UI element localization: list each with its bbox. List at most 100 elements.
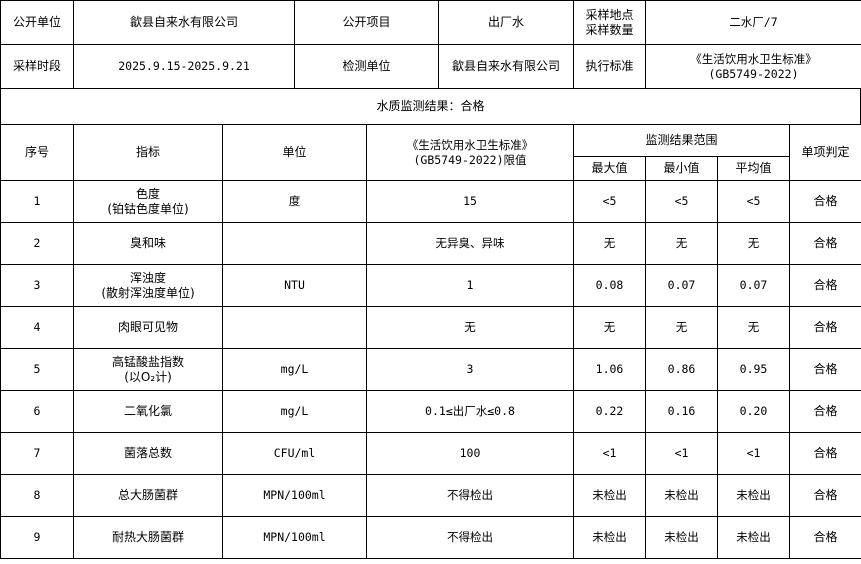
cell-min: <5 [645,180,718,223]
cell-indicator: 耐热大肠菌群 [73,516,223,559]
cell-unit: MPN/100ml [222,516,367,559]
cell-max: <5 [573,180,646,223]
cell-limit: 无异臭、异味 [366,222,574,265]
cell-seq: 1 [0,180,74,223]
table-row: 8 总大肠菌群 MPN/100ml 不得检出 未检出 未检出 未检出 合格 [0,474,861,517]
cell-unit: mg/L [222,348,367,391]
cell-min: <1 [645,432,718,475]
cell-avg: 0.20 [717,390,790,433]
cell-limit: 0.1≤出厂水≤0.8 [366,390,574,433]
value-publish-unit: 歙县自来水有限公司 [73,0,295,45]
result-table: 水质监测结果：合格 [0,88,861,125]
cell-seq: 4 [0,306,74,349]
cell-min: 无 [645,222,718,265]
cell-indicator: 肉眼可见物 [73,306,223,349]
cell-seq: 5 [0,348,74,391]
cell-limit: 1 [366,264,574,307]
header-limit: 《生活饮用水卫生标准》 (GB5749-2022)限值 [366,124,574,181]
table-row: 4 肉眼可见物无无无无合格 [0,306,861,349]
cell-unit [222,222,367,265]
cell-limit: 不得检出 [366,516,574,559]
cell-indicator: 二氧化氯 [73,390,223,433]
cell-judge: 合格 [789,390,861,433]
value-testing-unit: 歙县自来水有限公司 [438,44,574,89]
info-table: 公开单位 歙县自来水有限公司 公开项目 出厂水 采样地点 采样数量 二水厂/7 … [0,0,861,89]
cell-avg: 未检出 [717,474,790,517]
header-indicator: 指标 [73,124,223,181]
cell-max: 1.06 [573,348,646,391]
cell-indicator: 色度 (铂钴色度单位) [73,180,223,223]
cell-avg: 无 [717,222,790,265]
cell-judge: 合格 [789,222,861,265]
cell-min: 未检出 [645,474,718,517]
cell-limit: 3 [366,348,574,391]
cell-judge: 合格 [789,180,861,223]
cell-indicator: 高锰酸盐指数 (以O₂计) [73,348,223,391]
overall-result: 水质监测结果：合格 [0,88,861,125]
label-sampling-site: 采样地点 采样数量 [573,0,646,45]
cell-indicator: 总大肠菌群 [73,474,223,517]
cell-limit: 15 [366,180,574,223]
cell-seq: 6 [0,390,74,433]
cell-unit: 度 [222,180,367,223]
cell-max: 未检出 [573,474,646,517]
header-range: 监测结果范围 [573,124,790,157]
value-sampling-period: 2025.9.15-2025.9.21 [73,44,295,89]
cell-max: 无 [573,222,646,265]
cell-seq: 9 [0,516,74,559]
header-max: 最大值 [573,156,646,181]
cell-judge: 合格 [789,306,861,349]
cell-judge: 合格 [789,432,861,475]
table-row: 2 臭和味 无异臭、异味无无无合格 [0,222,861,265]
cell-judge: 合格 [789,264,861,307]
cell-seq: 7 [0,432,74,475]
header-min: 最小值 [645,156,718,181]
table-row: 5 高锰酸盐指数 (以O₂计) mg/L 3 1.06 0.86 0.95 合格 [0,348,861,391]
subheader-row: 最大值 最小值 平均值 [1,156,861,181]
table-row: 6 二氧化氯 mg/L 0.1≤出厂水≤0.8 0.22 0.16 0.20 合格 [0,390,861,433]
cell-max: 0.22 [573,390,646,433]
cell-limit: 100 [366,432,574,475]
info-row-1: 公开单位 歙县自来水有限公司 公开项目 出厂水 采样地点 采样数量 二水厂/7 [0,0,861,45]
cell-avg: 0.95 [717,348,790,391]
cell-max: 未检出 [573,516,646,559]
cell-unit: NTU [222,264,367,307]
value-publish-item: 出厂水 [438,0,574,45]
cell-min: 0.07 [645,264,718,307]
cell-indicator: 浑浊度 (散射浑浊度单位) [73,264,223,307]
cell-max: 无 [573,306,646,349]
cell-avg: 0.07 [717,264,790,307]
cell-min: 未检出 [645,516,718,559]
header-seq: 序号 [0,124,74,181]
header-row: 序号 指标 单位 《生活饮用水卫生标准》 (GB5749-2022)限值 监测结… [0,124,861,181]
cell-judge: 合格 [789,474,861,517]
cell-unit: mg/L [222,390,367,433]
table-row: 3 浑浊度 (散射浑浊度单位) NTU 1 0.08 0.07 0.07 合格 [0,264,861,307]
cell-avg: <5 [717,180,790,223]
label-testing-unit: 检测单位 [294,44,439,89]
cell-indicator: 臭和味 [73,222,223,265]
cell-seq: 3 [0,264,74,307]
cell-max: 0.08 [573,264,646,307]
value-standard: 《生活饮用水卫生标准》 (GB5749-2022) [645,44,861,89]
cell-max: <1 [573,432,646,475]
cell-judge: 合格 [789,348,861,391]
label-publish-unit: 公开单位 [0,0,74,45]
cell-avg: <1 [717,432,790,475]
table-row: 7 菌落总数 CFU/ml 100 <1 <1 <1 合格 [0,432,861,475]
cell-unit: CFU/ml [222,432,367,475]
results-table: 序号 指标 单位 《生活饮用水卫生标准》 (GB5749-2022)限值 监测结… [0,124,861,559]
label-publish-item: 公开项目 [294,0,439,45]
cell-unit: MPN/100ml [222,474,367,517]
cell-judge: 合格 [789,516,861,559]
cell-indicator: 菌落总数 [73,432,223,475]
cell-seq: 8 [0,474,74,517]
cell-limit: 无 [366,306,574,349]
cell-avg: 无 [717,306,790,349]
cell-avg: 未检出 [717,516,790,559]
cell-limit: 不得检出 [366,474,574,517]
label-sampling-period: 采样时段 [0,44,74,89]
label-standard: 执行标准 [573,44,646,89]
cell-min: 0.16 [645,390,718,433]
cell-min: 无 [645,306,718,349]
